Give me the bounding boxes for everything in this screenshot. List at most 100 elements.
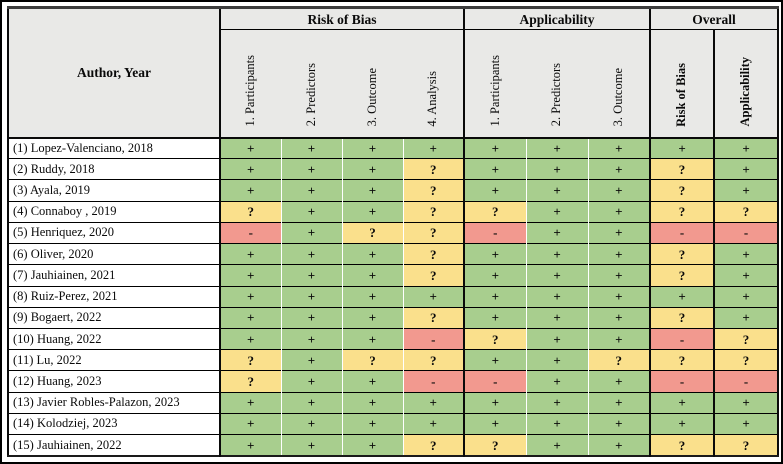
assessment-cell: + bbox=[280, 243, 342, 265]
assessment-cell: + bbox=[525, 136, 589, 159]
assessment-cell: ? bbox=[463, 200, 527, 223]
assessment-cell: + bbox=[280, 434, 342, 456]
assessment-cell: + bbox=[341, 136, 403, 159]
assessment-cell: ? bbox=[713, 200, 779, 223]
assessment-cell: + bbox=[587, 306, 651, 329]
study-label: (1) Lopez-Valenciano, 2018 bbox=[8, 136, 221, 159]
assessment-cell: + bbox=[280, 179, 342, 202]
assessment-cell: ? bbox=[649, 349, 715, 371]
assessment-cell: ? bbox=[713, 349, 779, 371]
assessment-cell: ? bbox=[341, 349, 403, 371]
study-row: (10) Huang, 2022 + + + -? + + -? bbox=[8, 327, 779, 350]
assessment-cell: ? bbox=[402, 349, 465, 371]
assessment-cell: + bbox=[341, 434, 403, 456]
assessment-cell: + bbox=[402, 412, 465, 435]
assessment-cell: + bbox=[280, 285, 342, 308]
assessment-cell: + bbox=[587, 434, 651, 456]
assessment-cell: ? bbox=[649, 158, 715, 180]
assessment-cell: + bbox=[713, 285, 779, 308]
assessment-cell: ? bbox=[649, 200, 715, 223]
assessment-cell: + bbox=[713, 264, 779, 287]
assessment-cell: + bbox=[525, 200, 589, 223]
assessment-cell: + bbox=[341, 391, 403, 414]
study-label: (12) Huang, 2023 bbox=[8, 370, 221, 393]
study-row: (3) Ayala, 2019 + + +? + + +? + bbox=[8, 179, 779, 202]
assessment-cell: + bbox=[341, 264, 403, 287]
assessment-cell: + bbox=[525, 412, 589, 435]
study-row: (2) Ruddy, 2018 + + +? + + +? + bbox=[8, 158, 779, 180]
study-label: (9) Bogaert, 2022 bbox=[8, 306, 221, 329]
assessment-cell: + bbox=[587, 370, 651, 393]
assessment-cell: + bbox=[525, 179, 589, 202]
study-row: (11) Lu, 2022? +?? + +??? bbox=[8, 349, 779, 371]
study-row: (4) Connaboy , 2019? + +?? + +?? bbox=[8, 200, 779, 223]
assessment-cell: ? bbox=[713, 434, 779, 456]
assessment-cell: + bbox=[280, 306, 342, 329]
assessment-cell: + bbox=[463, 412, 527, 435]
assessment-cell: + bbox=[341, 370, 403, 393]
assessment-cell: - bbox=[649, 370, 715, 393]
table-body: (1) Lopez-Valenciano, 2018 + + + + + + + + + (2) R… bbox=[8, 136, 779, 456]
assessment-cell: - bbox=[219, 221, 281, 244]
assessment-cell: + bbox=[587, 285, 651, 308]
assessment-cell: + bbox=[587, 221, 651, 244]
assessment-cell: + bbox=[280, 391, 342, 414]
column-header-1-participants: 1. Participants bbox=[219, 29, 281, 139]
assessment-cell: + bbox=[587, 136, 651, 159]
study-row: (7) Jauhiainen, 2021 + + +? + + +? + bbox=[8, 264, 779, 287]
assessment-cell: ? bbox=[463, 434, 527, 456]
assessment-cell: + bbox=[587, 412, 651, 435]
assessment-cell: + bbox=[587, 243, 651, 265]
column-header-2-predictors: 2. Predictors bbox=[281, 29, 342, 139]
assessment-cell: ? bbox=[402, 158, 465, 180]
assessment-cell: + bbox=[587, 391, 651, 414]
column-header-label: 4. Analysis bbox=[425, 70, 440, 127]
assessment-cell: + bbox=[341, 200, 403, 223]
assessment-cell: ? bbox=[713, 327, 779, 350]
assessment-cell: ? bbox=[402, 221, 465, 244]
assessment-cell: ? bbox=[402, 434, 465, 456]
study-row: (12) Huang, 2023? + + - - + + - - bbox=[8, 370, 779, 393]
assessment-cell: + bbox=[219, 412, 281, 435]
assessment-cell: ? bbox=[341, 221, 403, 244]
column-header-label: 3. Outcome bbox=[610, 68, 625, 127]
assessment-cell: + bbox=[219, 434, 281, 456]
assessment-cell: + bbox=[587, 264, 651, 287]
assessment-cell: + bbox=[280, 158, 342, 180]
study-label: (6) Oliver, 2020 bbox=[8, 243, 221, 265]
group-header-risk-of-bias: Risk of Bias bbox=[218, 7, 465, 30]
assessment-cell: + bbox=[280, 221, 342, 244]
assessment-cell: + bbox=[341, 285, 403, 308]
study-label: (2) Ruddy, 2018 bbox=[8, 158, 221, 180]
study-label: (8) Ruiz-Perez, 2021 bbox=[8, 285, 221, 308]
assessment-cell: + bbox=[280, 200, 342, 223]
assessment-cell: ? bbox=[402, 200, 465, 223]
column-header-label: Risk of Bias bbox=[674, 62, 689, 127]
assessment-cell: + bbox=[525, 221, 589, 244]
assessment-cell: ? bbox=[402, 306, 465, 329]
assessment-cell: + bbox=[525, 285, 589, 308]
column-header-3-outcome: 3. Outcome bbox=[342, 29, 403, 139]
assessment-cell: + bbox=[341, 158, 403, 180]
study-row: (1) Lopez-Valenciano, 2018 + + + + + + + + + bbox=[8, 136, 779, 159]
assessment-cell: ? bbox=[649, 264, 715, 287]
assessment-cell: + bbox=[280, 264, 342, 287]
study-label: (15) Jauhiainen, 2022 bbox=[8, 434, 221, 456]
group-header-applicability: Applicability bbox=[463, 7, 651, 30]
assessment-cell: + bbox=[402, 136, 465, 159]
probast-assessment-table: Author, Year Risk of Bias Applicability … bbox=[7, 6, 780, 457]
assessment-cell: + bbox=[525, 434, 589, 456]
assessment-cell: + bbox=[341, 243, 403, 265]
assessment-cell: + bbox=[219, 158, 281, 180]
study-row: (9) Bogaert, 2022 + + +? + + +? + bbox=[8, 306, 779, 329]
assessment-cell: + bbox=[463, 243, 527, 265]
assessment-cell: + bbox=[525, 264, 589, 287]
assessment-cell: - bbox=[463, 221, 527, 244]
assessment-cell: + bbox=[649, 285, 715, 308]
assessment-cell: ? bbox=[463, 327, 527, 350]
assessment-cell: + bbox=[713, 158, 779, 180]
assessment-cell: + bbox=[713, 391, 779, 414]
study-label: (3) Ayala, 2019 bbox=[8, 179, 221, 202]
study-label: (14) Kolodziej, 2023 bbox=[8, 412, 221, 435]
assessment-cell: + bbox=[280, 412, 342, 435]
